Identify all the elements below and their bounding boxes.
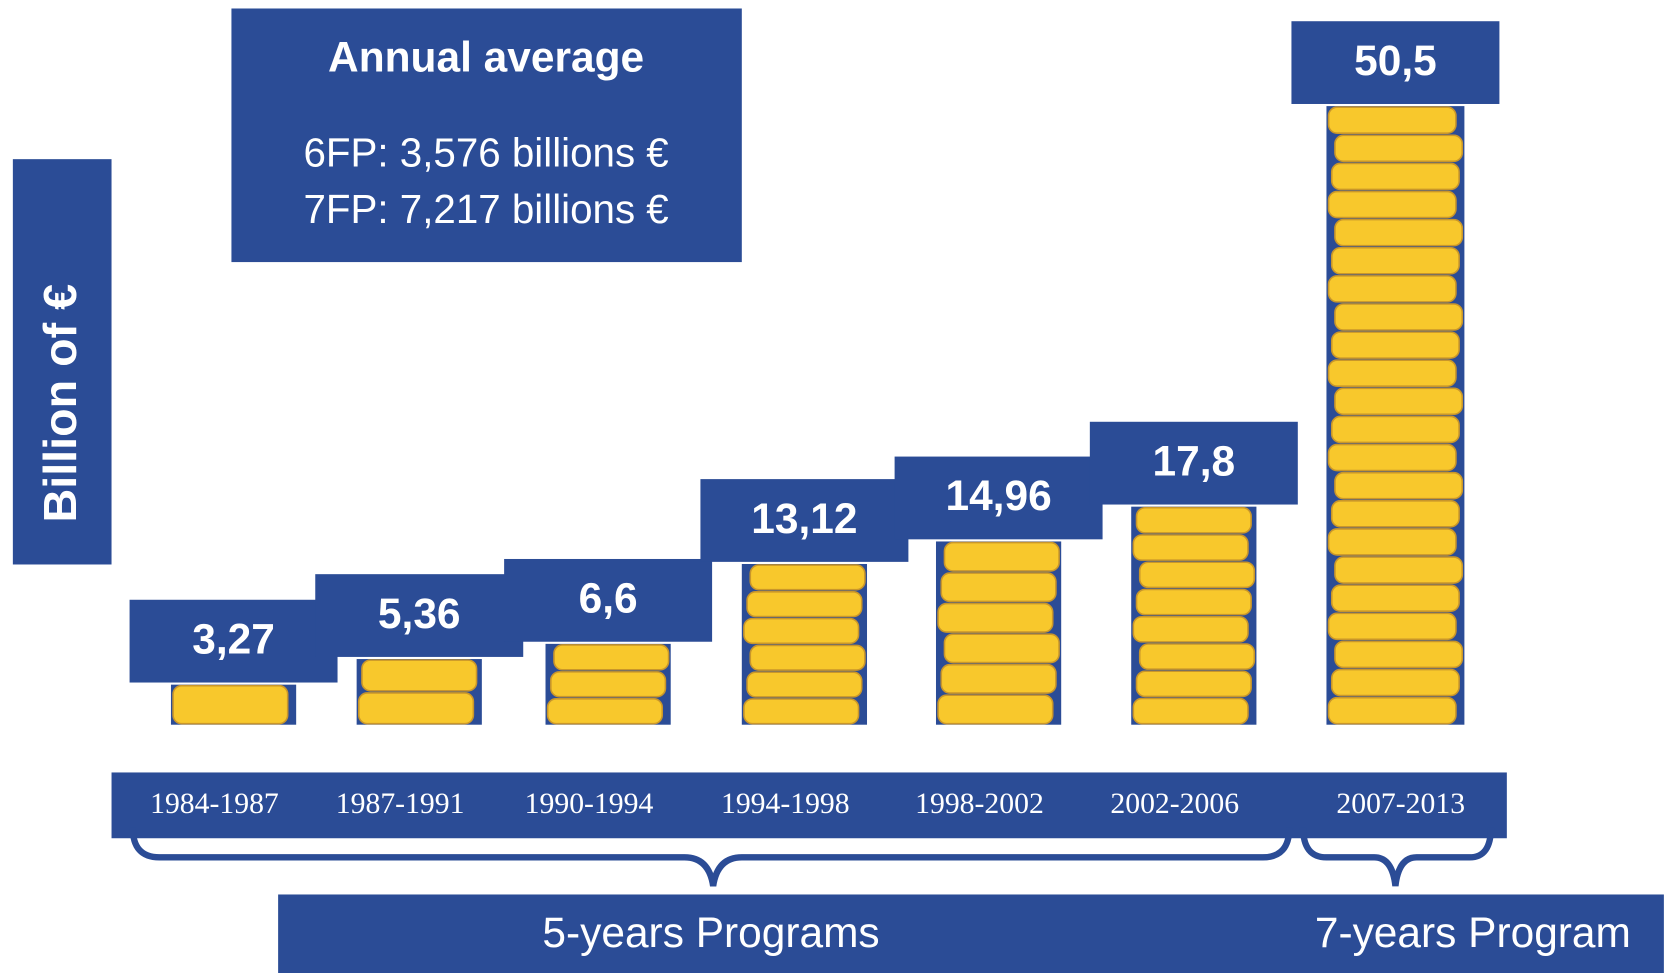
coin (1330, 331, 1460, 359)
value-label-box (700, 479, 909, 562)
coin (1327, 275, 1457, 303)
coin (1334, 471, 1464, 500)
coin (1330, 668, 1460, 697)
annotation-box (231, 8, 742, 263)
coin (940, 572, 1057, 603)
coin (172, 684, 289, 725)
coin (1327, 190, 1457, 219)
coin (1330, 162, 1460, 191)
coin (743, 698, 860, 725)
coin (1330, 584, 1460, 612)
x-tick-label: 1998-2002 (915, 788, 1044, 820)
coin (746, 671, 863, 698)
coin (940, 663, 1057, 694)
coin (1327, 443, 1457, 472)
coin (1135, 506, 1252, 534)
coin (1138, 561, 1256, 589)
coin (1330, 246, 1460, 275)
x-tick-label: 1987-1991 (336, 788, 465, 820)
category-strip (111, 772, 1507, 839)
coin (937, 602, 1054, 633)
coin (1330, 500, 1460, 528)
value-label-box (1291, 21, 1500, 104)
coin (1334, 134, 1464, 163)
coin (553, 644, 670, 671)
value-label: 17,8 (1153, 437, 1236, 484)
coin (1135, 670, 1252, 698)
brace (1299, 827, 1495, 887)
value-label: 50,5 (1354, 37, 1437, 84)
coin (1327, 359, 1457, 388)
coin (1334, 640, 1464, 669)
coin (1330, 415, 1460, 444)
coin (1334, 303, 1464, 331)
coin (357, 692, 475, 725)
coin (1327, 612, 1457, 641)
y-label: Billion of € (34, 284, 86, 523)
bar (741, 563, 868, 725)
value-label-box (129, 599, 338, 683)
value-label-box (315, 574, 524, 657)
coin (743, 617, 860, 645)
value-label-box (1089, 421, 1298, 505)
x-tick-label: 2002-2006 (1110, 788, 1239, 820)
x-tick-label: 1994-1998 (721, 788, 850, 820)
coin (937, 694, 1054, 725)
brace (129, 827, 1293, 887)
coin (1132, 697, 1249, 725)
value-label: 14,96 (945, 472, 1051, 519)
x-tick-label: 2007-2013 (1336, 788, 1465, 820)
x-tick-label: 1990-1994 (525, 788, 654, 820)
y-label-box (12, 159, 112, 565)
value-label-box (504, 558, 713, 642)
coin (1327, 696, 1457, 725)
coin (1334, 218, 1464, 247)
coin (1334, 387, 1464, 416)
value-label: 3,27 (192, 615, 275, 662)
value-label-box (894, 456, 1103, 540)
coin (361, 659, 478, 692)
coin (943, 633, 1060, 664)
coin (1132, 615, 1249, 643)
group-box (278, 894, 1664, 973)
coin (1327, 106, 1457, 134)
group-label: 7-years Program (1315, 909, 1631, 956)
x-tick-label: 1984-1987 (150, 788, 279, 820)
value-label: 6,6 (579, 575, 638, 622)
value-label: 5,36 (378, 590, 461, 637)
coin (749, 564, 866, 591)
coin (943, 541, 1060, 572)
coin (746, 591, 863, 618)
coin (1135, 588, 1252, 616)
coin (1132, 534, 1249, 561)
coin (1327, 528, 1457, 556)
annotation-title: Annual average (328, 34, 644, 81)
coin (1334, 556, 1464, 584)
value-label: 13,12 (751, 495, 857, 542)
bar (935, 541, 1062, 725)
annotation: 6FP: 3,576 billions € (303, 130, 668, 176)
annotation: 7FP: 7,217 billions € (303, 186, 668, 232)
coin (749, 644, 866, 671)
coin (546, 698, 664, 725)
coin (550, 671, 667, 698)
group-label: 5-years Programs (542, 909, 879, 956)
coin (1138, 643, 1256, 670)
